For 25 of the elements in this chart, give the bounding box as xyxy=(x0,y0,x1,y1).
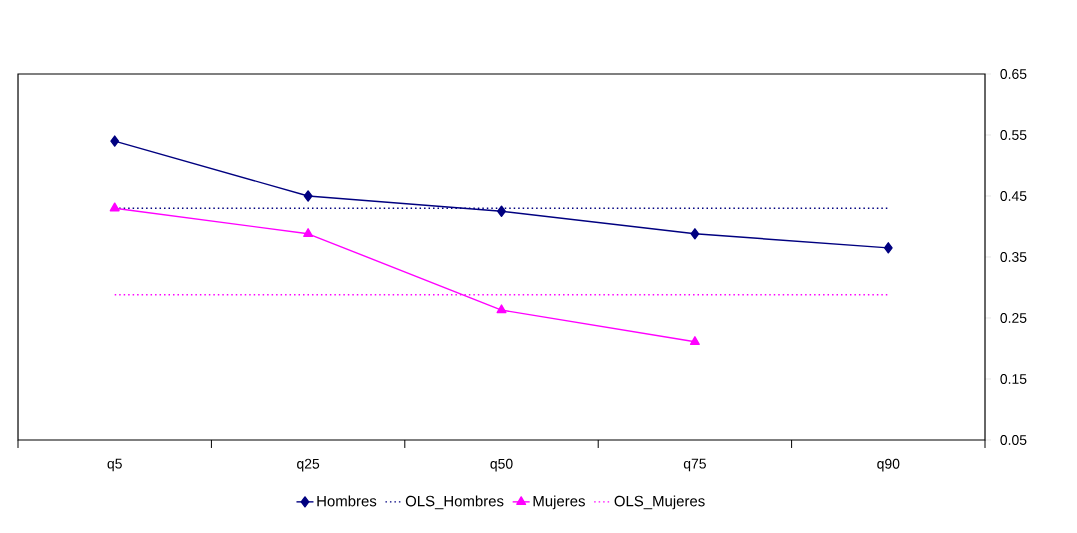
point xyxy=(689,336,700,345)
point xyxy=(110,135,120,147)
x-tick-label: q25 xyxy=(297,458,320,472)
y-tick-label: 0.05 xyxy=(1000,435,1027,445)
point xyxy=(497,205,506,217)
x-tick-label: q90 xyxy=(877,458,900,472)
point xyxy=(496,304,507,314)
point xyxy=(883,242,893,254)
legend-label: OLS_Mujeres xyxy=(614,495,705,510)
y-tick-label: 0.25 xyxy=(1000,313,1027,323)
legend-label: Mujeres xyxy=(533,495,585,510)
y-tick-label: 0.65 xyxy=(1000,69,1027,79)
y-tick-label: 0.15 xyxy=(1000,374,1027,384)
y-tick-label: 0.45 xyxy=(1000,191,1027,201)
point xyxy=(303,228,314,237)
x-tick-label: q50 xyxy=(490,458,513,472)
x-tick-label: q75 xyxy=(683,458,706,472)
point xyxy=(303,190,313,202)
y-tick-label: 0.35 xyxy=(1000,252,1027,262)
legend-label: Hombres xyxy=(317,495,377,507)
point xyxy=(109,202,120,212)
y-tick-label: 0.55 xyxy=(1000,130,1027,140)
point xyxy=(690,228,700,240)
x-tick-label: q5 xyxy=(107,458,122,472)
legend-label: OLS_Hombres xyxy=(405,495,504,510)
